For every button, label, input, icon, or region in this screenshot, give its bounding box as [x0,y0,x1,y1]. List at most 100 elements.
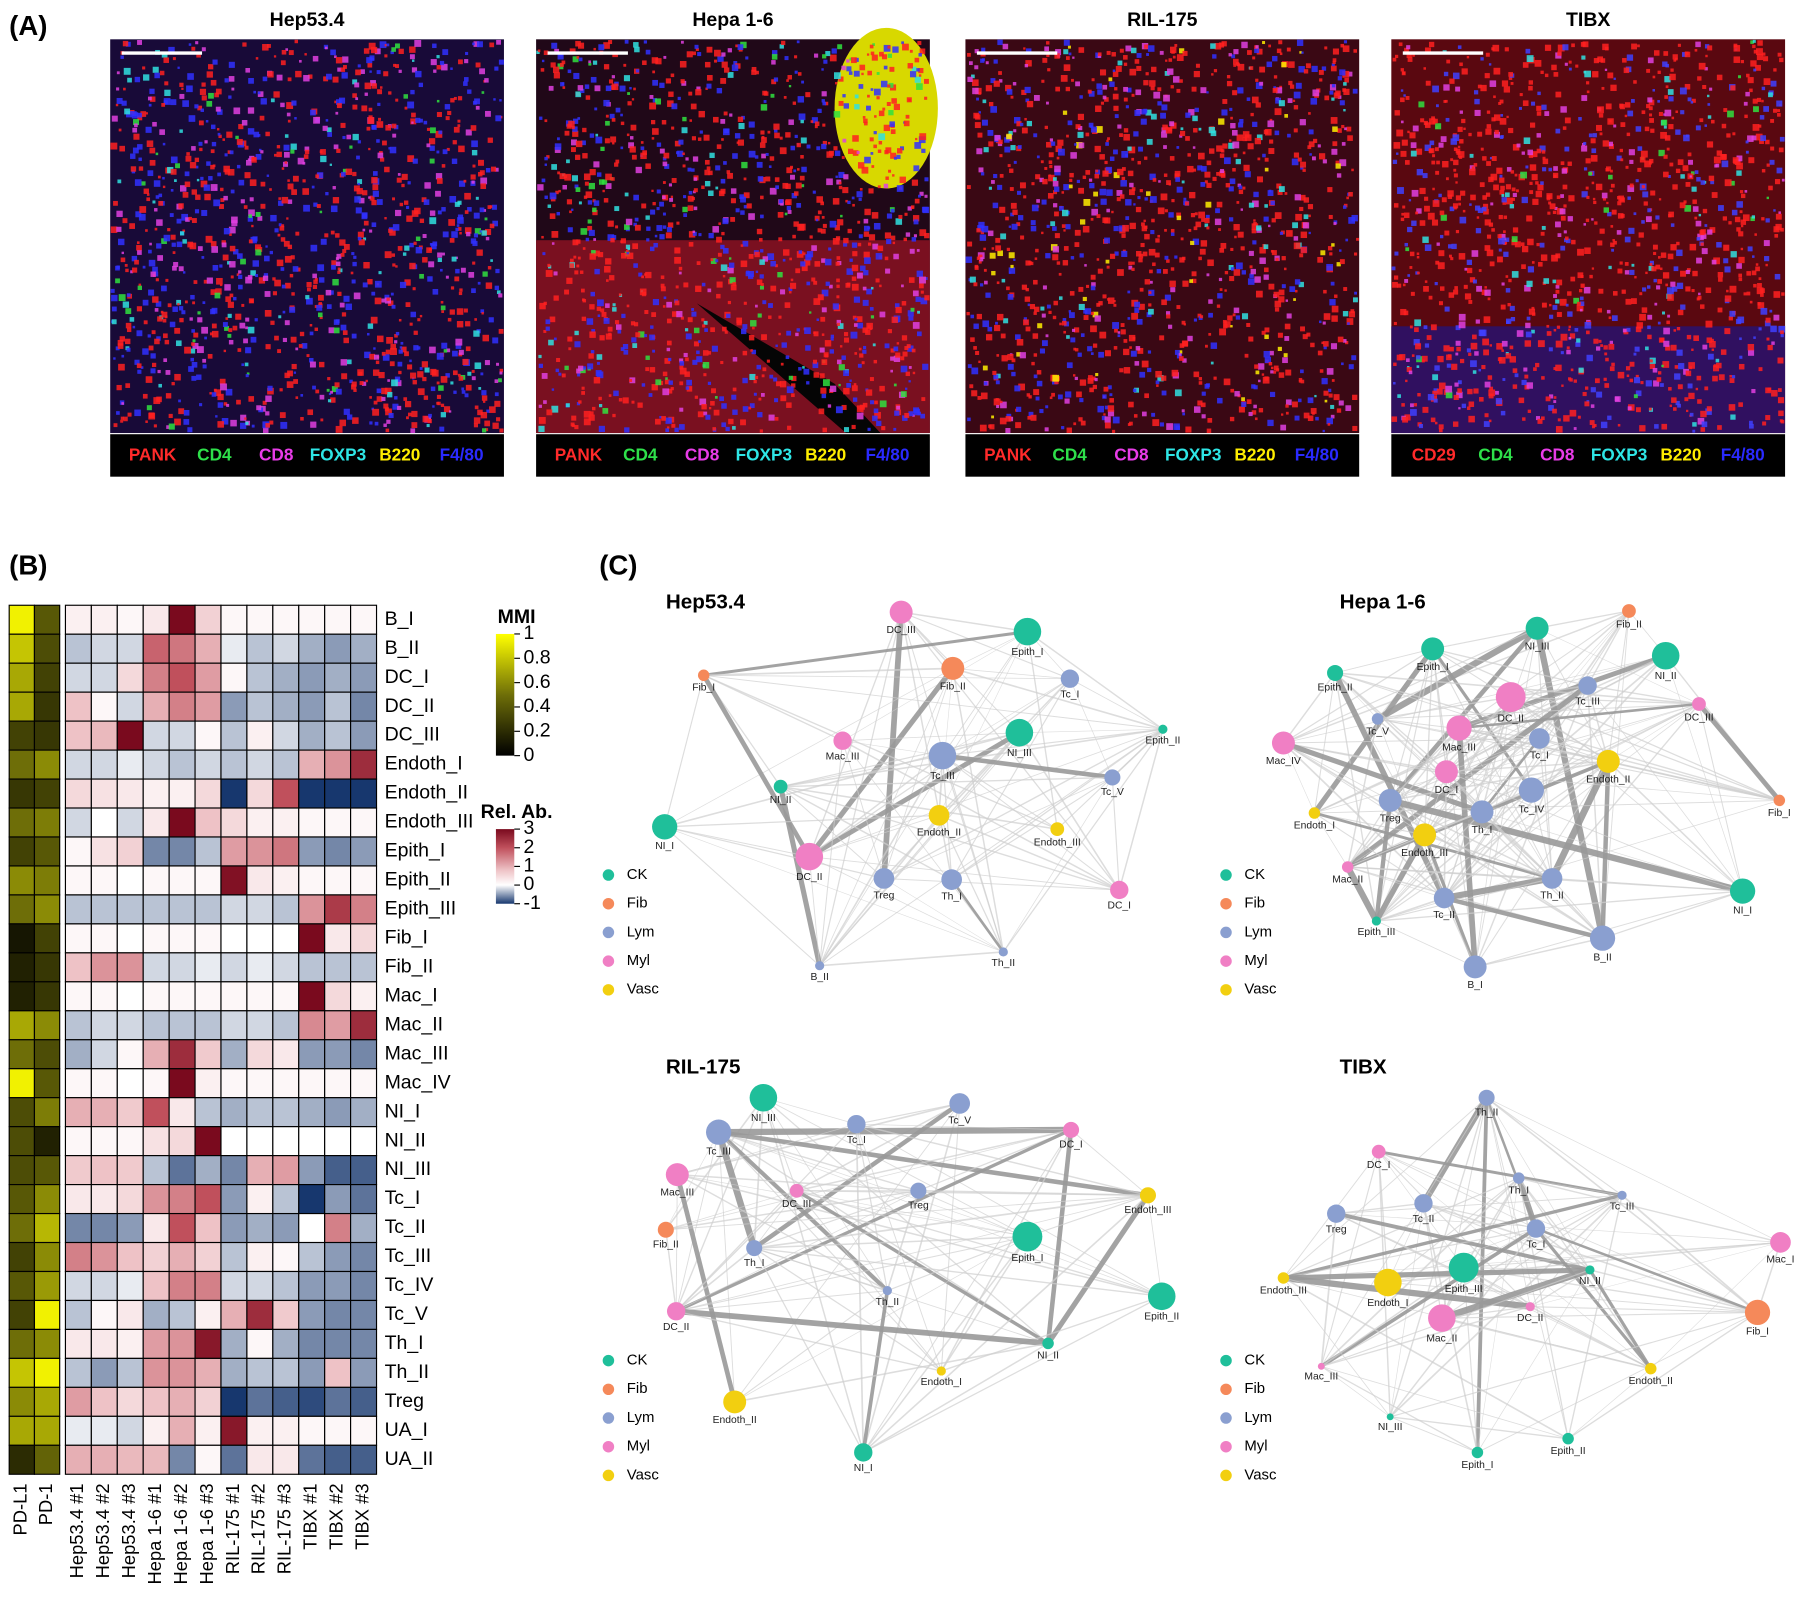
cell [217,132,221,136]
cell [624,39,629,44]
cell [1123,55,1128,60]
cell [172,306,178,312]
cell [1074,242,1080,247]
cell [1181,409,1185,413]
cell [326,304,332,309]
cell [1563,415,1570,422]
cell [1299,194,1306,201]
cell [615,324,622,330]
cell [1230,267,1235,271]
cell [878,133,886,141]
cell [890,129,896,135]
cell [761,135,765,139]
cell [901,41,905,45]
cell [1200,182,1206,187]
cell [1306,332,1311,337]
cell [184,181,191,188]
cell [1698,62,1706,70]
cell [1135,89,1142,96]
cell [624,224,630,230]
cell [639,288,647,296]
cell [134,409,141,417]
cell [1689,175,1692,178]
cell [726,313,731,319]
cell [262,427,269,433]
cell [909,248,915,254]
cell [740,210,745,215]
cell [1216,172,1220,176]
cell [1705,408,1712,415]
cell [698,233,702,237]
cell [267,385,273,391]
cell [1617,423,1621,427]
cell [202,358,207,363]
cell [1096,214,1101,219]
cell [1187,153,1191,157]
cell [1486,234,1492,239]
cell [1140,242,1145,248]
cell [1778,410,1784,417]
cell [422,415,430,423]
cell [1606,201,1609,205]
cell [340,122,346,128]
cell [1168,127,1173,132]
cell [836,179,842,185]
cell [1691,98,1696,103]
cell [1647,57,1654,64]
cell [117,343,124,349]
cell [890,356,895,361]
cell [607,326,613,332]
cell [635,166,642,174]
marker-label: F4/80 [440,445,484,465]
cell [1749,88,1753,93]
cell [1453,147,1458,152]
cell [659,234,665,240]
cell [1552,279,1557,284]
cell [391,304,396,309]
cell [1281,284,1286,289]
cell [632,243,639,250]
cell [1590,138,1596,144]
cell [319,361,325,368]
cell [386,336,393,344]
cell [761,137,767,143]
cell [162,176,165,180]
cell [1054,233,1060,239]
cell [856,150,860,154]
cell [1480,84,1487,92]
cell [1680,110,1685,115]
cell [674,256,681,264]
cell [685,157,689,161]
cell [1671,397,1677,403]
cell [1631,99,1635,103]
cell [223,228,231,235]
cell [674,427,679,433]
cell [1668,387,1672,391]
cell [215,88,222,95]
cell [147,334,151,338]
cell [151,362,157,368]
cell [873,359,878,364]
cell [397,173,401,176]
cell [1170,228,1175,233]
cell [691,168,695,172]
cell [730,284,737,291]
cell [161,285,167,292]
cell [748,335,755,341]
cell [436,99,440,103]
cell [215,106,221,112]
cell [858,197,862,201]
cell [1444,230,1450,236]
cell [372,190,379,197]
cell [1489,344,1493,347]
cell [1455,148,1461,154]
cell [374,280,382,288]
cell [1284,336,1290,341]
cell [1466,406,1471,410]
cell [1763,56,1769,62]
cell [1033,353,1038,357]
cell [428,138,436,145]
cell [1553,328,1557,332]
cell [892,174,895,177]
cell [843,242,848,247]
